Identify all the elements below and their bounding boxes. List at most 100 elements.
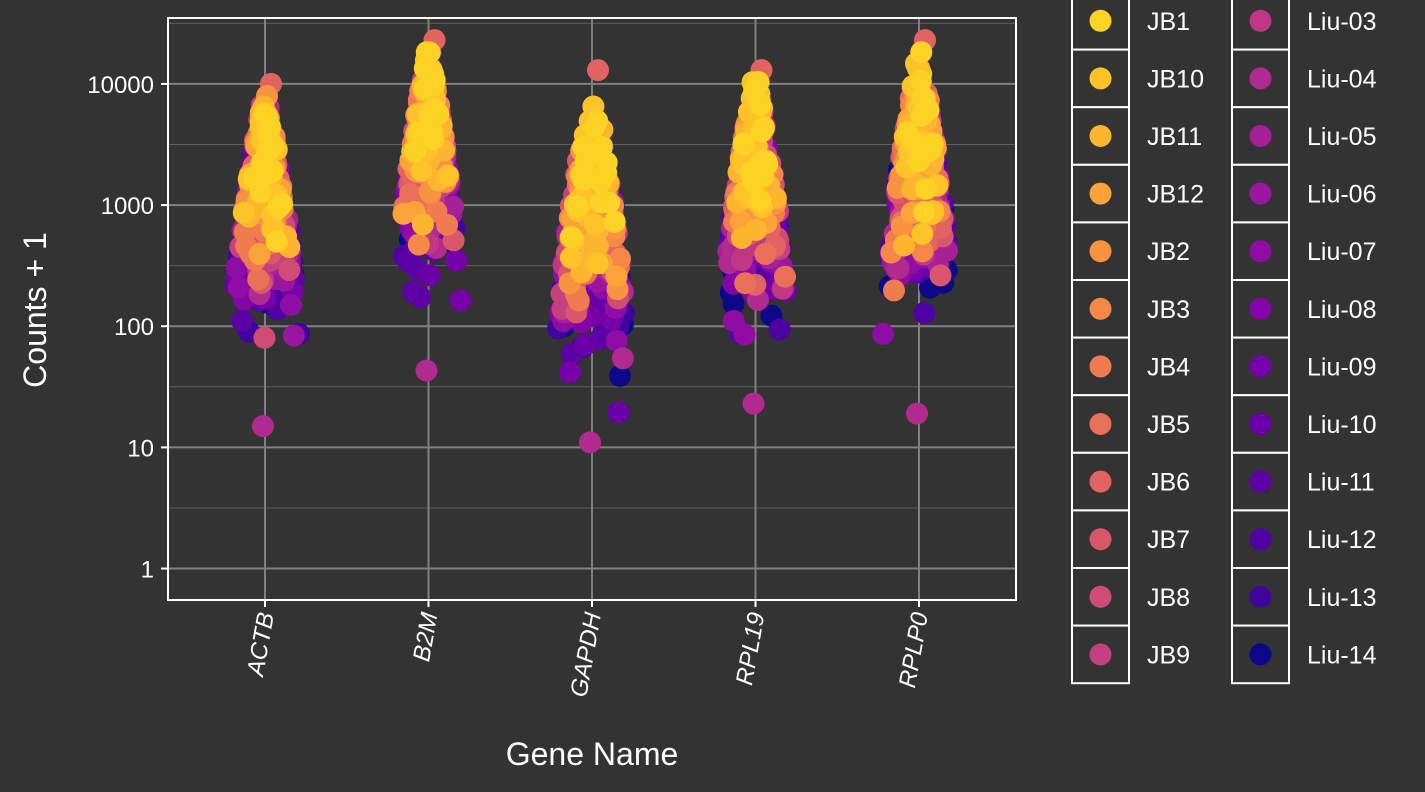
data-point [909,70,932,93]
data-point [913,87,936,110]
data-point [750,120,773,143]
data-point [586,109,609,132]
legend-label: Liu-08 [1307,296,1377,324]
legend-key-marker [1249,470,1272,493]
data-point [872,322,895,345]
data-point [397,250,420,273]
data-point [407,121,430,144]
y-axis: 1 10 100 1000 10000 [87,72,168,584]
data-point [415,359,438,382]
data-point [282,324,305,347]
data-point [893,234,915,257]
legend-key-marker [1249,355,1272,378]
data-point [605,329,628,352]
y-tick-label: 1 [141,557,154,584]
legend-label: JB7 [1147,526,1190,554]
data-point [749,93,772,116]
data-point [747,71,770,94]
legend-label: JB2 [1147,238,1190,266]
data-point [422,74,445,97]
legend: JB1 JB10 JB11 JB12 JB2 JB3 JB4 JB5 JB6 JB7 JB8 JB9 L… [1071,0,1377,685]
data-point [248,243,271,266]
data-point [590,135,613,158]
data-point [730,226,753,249]
data-point [734,272,757,295]
legend-key-marker [1089,470,1112,493]
data-points [224,29,958,454]
legend-label: JB9 [1147,641,1190,669]
y-tick-label: 1000 [101,193,154,220]
data-point [560,246,582,269]
data-point [559,361,582,384]
legend-label: JB6 [1147,469,1190,497]
data-point [560,225,582,248]
data-point [607,401,630,424]
legend-key-marker [1249,240,1272,263]
data-point [445,249,468,272]
data-point [258,162,281,185]
data-point [278,259,301,282]
data-point [257,117,280,140]
data-point [574,333,597,356]
legend-label: Liu-14 [1307,641,1377,669]
legend-key-marker [1089,125,1112,147]
data-point [392,202,415,225]
legend-key-marker [1249,643,1272,666]
data-point [262,134,285,157]
data-point [910,41,933,64]
y-tick-label: 10000 [87,72,154,99]
legend-key-marker [1089,67,1112,90]
data-point [768,318,791,341]
data-point [605,265,628,288]
legend-key-marker [1249,413,1272,435]
legend-label: JB8 [1147,584,1190,612]
legend-key-marker [1089,182,1112,205]
data-point [722,309,745,332]
legend-label: Liu-03 [1307,8,1377,36]
legend-key-marker [1089,240,1112,263]
legend-label: Liu-12 [1307,526,1377,554]
legend-label: Liu-04 [1307,65,1377,93]
legend-key-marker [1249,9,1272,32]
data-point [422,98,445,121]
data-point [227,276,250,299]
data-point [756,153,779,176]
y-tick-label: 10 [127,435,154,462]
data-point [598,191,621,214]
legend-label: JB10 [1147,65,1204,93]
x-axis: ACTB B2M GAPDH RPL19 RPLP0 [242,600,934,699]
legend-label: Liu-13 [1307,584,1377,612]
data-point [920,138,943,161]
data-point [774,265,796,288]
data-point [911,222,934,245]
legend-label: Liu-05 [1307,123,1377,151]
data-point [589,171,612,194]
legend-label: JB1 [1147,8,1190,36]
data-point [910,105,933,127]
x-tick-label: B2M [408,610,443,663]
data-point [896,121,919,144]
data-point [883,279,905,302]
legend-key-marker [1249,67,1272,90]
data-point [742,392,765,415]
x-axis-title: Gene Name [506,736,679,772]
data-point [437,164,459,187]
data-point [407,233,430,256]
x-tick-label: RPLP0 [894,610,934,690]
x-tick-label: GAPDH [565,610,607,699]
data-point [410,159,433,182]
data-point [403,139,426,162]
data-point [914,177,937,200]
data-point [252,415,274,438]
data-point [603,210,626,233]
legend-key-marker [1249,528,1272,551]
y-tick-label: 100 [114,314,154,341]
legend-key-marker [1089,528,1112,551]
legend-key-marker [1089,643,1112,666]
x-tick-label: ACTB [242,610,280,680]
data-point [906,402,928,425]
data-point [449,289,472,312]
data-point [609,247,631,270]
legend-label: Liu-10 [1307,411,1377,439]
